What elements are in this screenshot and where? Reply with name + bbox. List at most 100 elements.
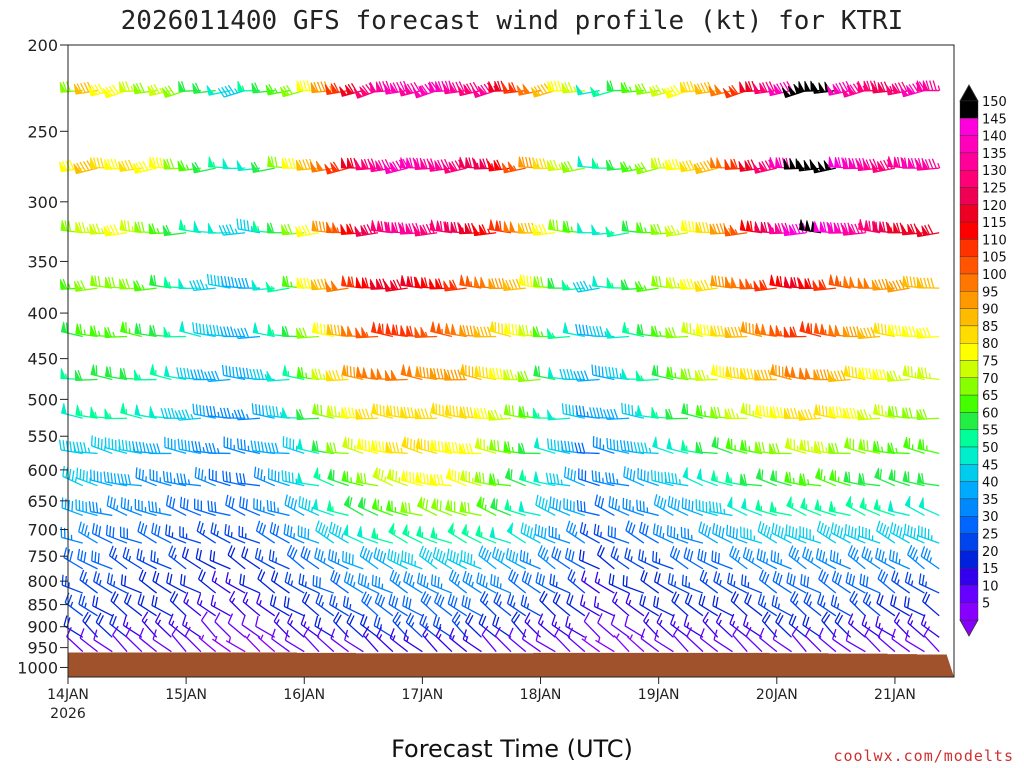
- wind-barb: [300, 546, 320, 570]
- wind-barb: [384, 369, 408, 381]
- wind-barb: [508, 627, 527, 653]
- wind-barb: [229, 590, 246, 617]
- colorbar-swatch: [959, 498, 979, 517]
- wind-barb: [269, 522, 290, 544]
- wind-barb: [595, 636, 615, 653]
- wind-barb: [134, 404, 157, 419]
- wind-barb: [679, 159, 704, 173]
- wind-barb: [239, 573, 261, 594]
- wind-barb: [208, 468, 231, 487]
- wind-barb: [92, 595, 113, 617]
- wind-barb: [579, 594, 600, 617]
- wind-barb: [266, 500, 290, 517]
- wind-barb: [518, 324, 541, 338]
- wind-barb: [266, 370, 290, 382]
- wind-barb: [387, 548, 408, 570]
- wind-barb: [488, 439, 512, 455]
- wind-barb: [637, 468, 659, 487]
- wind-barb: [680, 368, 704, 381]
- colorbar-label: 55: [982, 424, 999, 439]
- wind-barb: [354, 224, 379, 237]
- wind-barb: [474, 471, 497, 487]
- wind-barb: [75, 221, 98, 234]
- wind-barb: [501, 161, 526, 174]
- wind-barb: [875, 547, 896, 570]
- wind-barb: [90, 435, 113, 455]
- wind-barb: [890, 594, 911, 617]
- colorbar-swatch: [959, 152, 979, 171]
- wind-barb: [225, 637, 246, 653]
- wind-barb: [842, 407, 866, 419]
- wind-barb: [342, 595, 364, 617]
- wind-barb: [681, 403, 704, 419]
- wind-barb: [622, 497, 645, 517]
- wind-barb: [149, 274, 172, 289]
- wind-barb: [698, 521, 719, 544]
- wind-barb: [724, 276, 748, 289]
- wind-barb: [297, 438, 320, 455]
- wind-barb: [708, 84, 733, 97]
- colorbar-swatch: [959, 169, 979, 188]
- wind-barb: [282, 365, 305, 381]
- wind-barb: [296, 409, 320, 421]
- wind-barb: [212, 635, 231, 653]
- wind-barb: [907, 544, 925, 570]
- x-tick-label: 20JAN: [756, 687, 798, 703]
- wind-barb: [916, 158, 941, 171]
- wind-barb: [664, 225, 689, 237]
- wind-barb: [627, 634, 645, 653]
- wind-barb: [591, 470, 615, 487]
- wind-barb: [560, 161, 585, 173]
- x-tick-label: 16JAN: [283, 687, 325, 703]
- wind-barb: [196, 520, 217, 544]
- wind-barb: [389, 628, 409, 653]
- wind-barb: [554, 626, 571, 653]
- wind-barb: [235, 472, 261, 487]
- wind-barb: [564, 547, 586, 570]
- colorbar-swatch: [959, 550, 979, 569]
- wind-barb: [204, 370, 231, 383]
- wind-barb: [430, 321, 453, 338]
- wind-barb: [784, 437, 807, 455]
- wind-barb: [638, 521, 659, 544]
- wind-barb: [341, 470, 364, 487]
- wind-barb: [742, 615, 763, 638]
- wind-barb: [621, 402, 645, 419]
- wind-barb: [132, 160, 157, 174]
- wind-barb: [786, 572, 807, 594]
- wind-barb: [593, 596, 615, 617]
- wind-barb: [871, 81, 896, 94]
- wind-barb: [389, 569, 409, 594]
- wind-barb: [563, 466, 586, 487]
- wind-barb: [371, 527, 394, 544]
- colorbar-label: 135: [982, 147, 1007, 162]
- wind-barb: [314, 615, 335, 638]
- y-tick-label: 200: [27, 36, 58, 55]
- wind-barb: [430, 527, 453, 544]
- wind-barb: [490, 574, 512, 594]
- wind-barb: [200, 611, 217, 638]
- wind-barb: [311, 403, 334, 419]
- wind-barb: [758, 569, 778, 594]
- wind-barb: [488, 219, 512, 234]
- wind-barb: [858, 525, 881, 544]
- wind-barb: [594, 571, 615, 594]
- wind-barb: [754, 221, 777, 234]
- wind-barb: [60, 368, 83, 381]
- wind-barb: [342, 550, 364, 570]
- wind-barb: [301, 591, 320, 617]
- wind-barb: [508, 569, 527, 594]
- wind-barb: [532, 158, 556, 170]
- wind-barb: [876, 520, 896, 544]
- wind-barb: [694, 279, 718, 292]
- wind-barb: [872, 403, 896, 419]
- wind-barb: [903, 523, 925, 544]
- wind-barb: [104, 158, 128, 170]
- wind-barb: [402, 595, 423, 617]
- wind-barb: [818, 569, 837, 594]
- wind-barb: [849, 590, 866, 617]
- wind-barb: [920, 614, 940, 638]
- wind-barb: [225, 572, 246, 594]
- wind-barb: [120, 574, 143, 594]
- wind-barb: [120, 497, 143, 517]
